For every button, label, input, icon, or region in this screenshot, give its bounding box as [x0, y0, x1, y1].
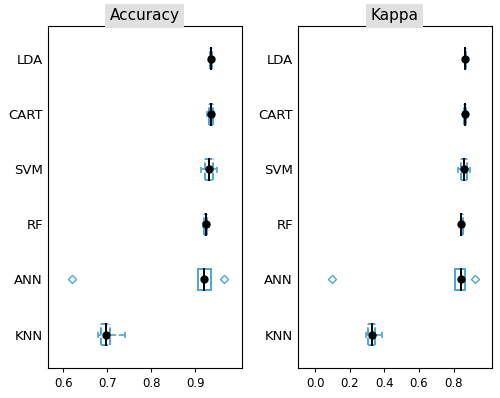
Bar	[100, 324, 110, 345]
Bar	[205, 159, 213, 179]
Bar	[462, 159, 466, 179]
Bar	[368, 324, 376, 345]
Bar	[465, 49, 466, 69]
Bar	[208, 103, 213, 125]
Title: Kappa: Kappa	[370, 8, 418, 23]
Bar	[210, 49, 212, 69]
Bar	[460, 214, 462, 235]
Bar	[198, 269, 211, 290]
Title: Accuracy: Accuracy	[110, 8, 180, 23]
Bar	[455, 269, 465, 290]
Bar	[204, 214, 208, 235]
Bar	[464, 103, 466, 125]
